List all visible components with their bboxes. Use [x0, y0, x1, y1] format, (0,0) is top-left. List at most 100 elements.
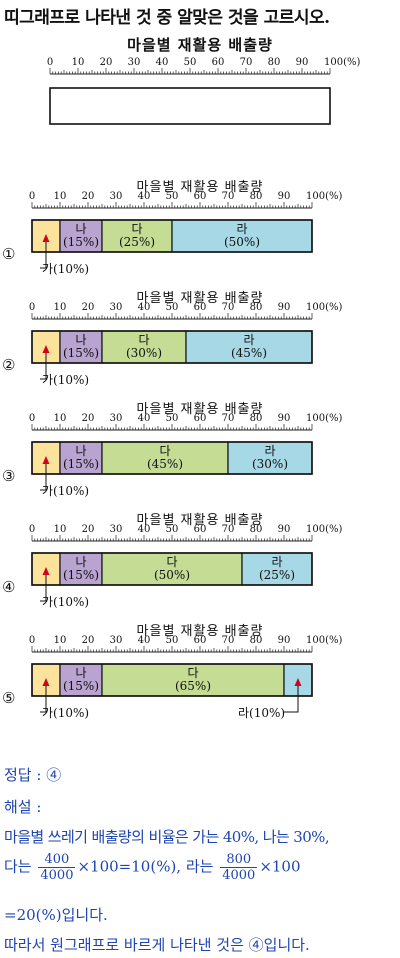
axis-tick-label: 0: [29, 524, 35, 535]
chart-title: 마을별 재활용 배출량: [136, 291, 264, 306]
chart-title: 마을별 재활용 배출량: [136, 180, 264, 195]
axis-tick-label: 60: [194, 413, 207, 424]
axis-tick-label: 70: [240, 57, 253, 68]
axis-tick-label: 60: [194, 302, 207, 313]
empty-band-chart: 마을별 재활용 배출량 0 10 20 30 40 50 60 70 80 90 100(%): [0, 32, 400, 132]
axis-tick-label: 70: [222, 524, 235, 535]
callout-arrow: [42, 567, 50, 575]
option-number: ③: [2, 467, 16, 485]
callout-leader: [40, 684, 47, 713]
axis-tick-label: 50: [166, 413, 179, 424]
axis-tick-label: 30: [110, 191, 123, 202]
axis-tick-label: 0: [29, 635, 35, 646]
chart-svg: 0 10 20 30 40 50 60 70 80 90 100(%): [29, 524, 342, 602]
axis-tick-label: 80: [250, 413, 263, 424]
bar-outline: [31, 663, 313, 697]
callout-label-ga: 가(10%): [42, 262, 90, 276]
bar-segment: [227, 441, 313, 475]
axis-tick-label: 20: [82, 524, 95, 535]
axis-tick-label: 30: [110, 524, 123, 535]
axis-tick-label: 100(%): [306, 413, 342, 424]
axis-tick-label: 10: [54, 635, 67, 646]
axis-tick-label: 50: [166, 191, 179, 202]
axis-tick-label: 20: [82, 635, 95, 646]
option-1-chart[interactable]: 마을별 재활용 배출량 0 10 20 30 40 50 60 70 80 90 100(%) ① …: [0, 172, 400, 276]
axis-tick-label: 40: [138, 302, 151, 313]
segment-label: 다 (45%): [102, 445, 228, 471]
chart-title: 마을별 재활용 배출량: [127, 36, 273, 54]
callout-label-ga: 가(10%): [42, 484, 90, 498]
option-4-chart[interactable]: 마을별 재활용 배출량 0 10 20 30 40 50 60 70 80 90 100(%) ④ …: [0, 505, 400, 609]
chart-svg: 0 10 20 30 40 50 60 70 80 90 100(%): [29, 191, 342, 269]
axis-tick-label: 100(%): [306, 524, 342, 535]
segment-label: 다 (25%): [102, 223, 172, 249]
callout-leader: [40, 573, 47, 602]
segment-name: 라: [236, 222, 248, 236]
axis-tick-label: 40: [156, 57, 169, 68]
axis-tick-label: 30: [128, 57, 141, 68]
segment-label: 라 (45%): [186, 334, 312, 360]
segment-label: 다 (50%): [102, 556, 242, 582]
axis-tick-label: 0: [29, 191, 35, 202]
segment-name: 나: [75, 666, 87, 680]
fraction-numerator: 800: [220, 852, 258, 868]
axis-tick-label: 100(%): [306, 302, 342, 313]
segment-percent: (50%): [153, 568, 191, 582]
axis-tick-label: 100(%): [306, 191, 342, 202]
segment-label: 다 (65%): [102, 667, 284, 693]
callout-arrow: [42, 456, 50, 464]
explanation-line: =20(%)입니다.: [4, 906, 108, 924]
axis-tick-label: 10: [54, 524, 67, 535]
option-5-chart[interactable]: 마을별 재활용 배출량 0 10 20 30 40 50 60 70 80 90 100(%) ⑤ …: [0, 616, 400, 720]
segment-name: 라: [264, 444, 276, 458]
segment-label: 나 (15%): [60, 667, 102, 693]
segment-percent: (45%): [146, 457, 184, 471]
option-number: ④: [2, 578, 16, 596]
option-2-chart[interactable]: 마을별 재활용 배출량 0 10 20 30 40 50 60 70 80 90 100(%) ② …: [0, 283, 400, 387]
axis-tick-label: 20: [82, 191, 95, 202]
callout-arrow: [42, 234, 50, 242]
segment-name: 나: [75, 555, 87, 569]
segment-percent: (15%): [62, 568, 100, 582]
callout-leader: [284, 684, 299, 713]
segment-percent: (25%): [118, 235, 156, 249]
fraction: 400 4000: [38, 852, 76, 883]
segment-label: 나 (15%): [60, 223, 102, 249]
explanation-label: 해설 :: [4, 798, 42, 816]
bar-segment: [185, 330, 313, 364]
callout-label-ga: 가(10%): [42, 706, 90, 720]
axis-tick-label: 60: [194, 191, 207, 202]
axis-tick-label: 70: [222, 635, 235, 646]
segment-name: 라: [271, 555, 283, 569]
fraction-numerator: 400: [38, 852, 76, 868]
segment-percent: (65%): [174, 679, 212, 693]
axis-tick-label: 90: [278, 191, 291, 202]
axis-tick-label: 90: [296, 57, 309, 68]
fraction-denominator: 4000: [40, 868, 74, 883]
axis-tick-label: 50: [166, 302, 179, 313]
segment-percent: (15%): [62, 235, 100, 249]
segment-label: 다 (30%): [102, 334, 186, 360]
callout-label-ga: 가(10%): [42, 373, 90, 387]
segment-name: 나: [75, 222, 87, 236]
axis-tick-label: 0: [29, 302, 35, 313]
axis-tick-label: 60: [212, 57, 225, 68]
formula-text: ×100: [259, 857, 301, 876]
segment-label: 라 (50%): [172, 223, 312, 249]
segment-name: 다: [131, 222, 143, 236]
axis-tick-label: 80: [268, 57, 281, 68]
segment-label: 라 (30%): [228, 445, 312, 471]
bar-segment: [101, 552, 243, 586]
callout-leader: [40, 240, 47, 269]
segment-label: 나 (15%): [60, 556, 102, 582]
axis-tick-label: 20: [82, 413, 95, 424]
chart-title: 마을별 재활용 배출량: [136, 624, 264, 639]
axis-tick-label: 40: [138, 191, 151, 202]
chart-svg: 0 10 20 30 40 50 60 70 80 90 100(%): [29, 302, 342, 380]
fraction: 800 4000: [220, 852, 258, 883]
axis-tick-label: 20: [82, 302, 95, 313]
callout-arrow: [42, 678, 50, 686]
option-3-chart[interactable]: 마을별 재활용 배출량 0 10 20 30 40 50 60 70 80 90 100(%) ③ …: [0, 394, 400, 498]
segment-name: 라: [243, 333, 255, 347]
axis-tick-label: 60: [194, 524, 207, 535]
